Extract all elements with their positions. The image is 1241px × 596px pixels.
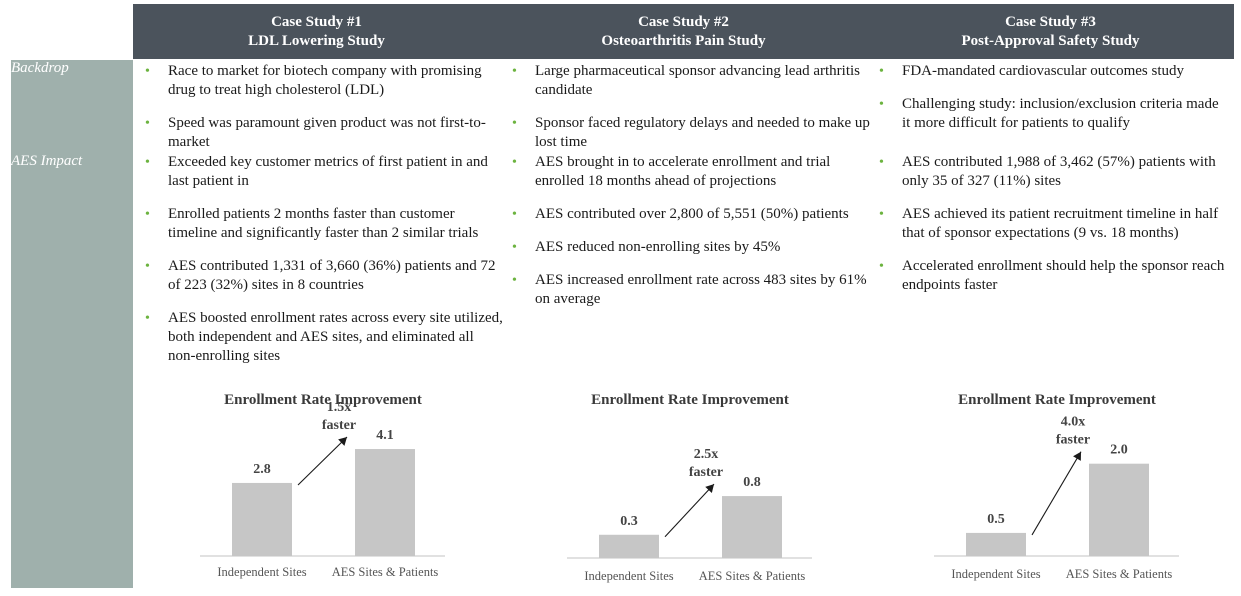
speedup-label: faster xyxy=(1056,433,1090,448)
arrow-line xyxy=(664,483,715,538)
case-study-3-number: Case Study #3 xyxy=(1005,13,1096,30)
list-item: • AES boosted enrollment rates across eve… xyxy=(145,310,503,364)
list-item: • Accelerated enrollment should help the … xyxy=(879,258,1225,293)
list-item: • FDA-mandated cardiovascular outcomes st… xyxy=(879,63,1185,79)
bullet-icon: • xyxy=(145,64,150,79)
list-item: • Challenging study: inclusion/exclusion … xyxy=(879,96,1219,131)
category-label: Independent Sites xyxy=(217,565,306,579)
data-label: 4.1 xyxy=(376,428,394,443)
data-label: 0.3 xyxy=(620,514,638,529)
bullet-icon: • xyxy=(512,240,517,255)
backdrop-row-label: Backdrop xyxy=(11,60,69,76)
data-label: 0.5 xyxy=(987,512,1005,527)
speedup-value: 2.5x xyxy=(694,447,719,462)
chart-title: Enrollment Rate Improvement xyxy=(958,392,1156,408)
header-bar: Case Study #1 LDL Lowering Study Case St… xyxy=(133,4,1234,59)
case-study-2-number: Case Study #2 xyxy=(638,13,729,30)
case-study-3-title: Post-Approval Safety Study xyxy=(961,32,1140,49)
speedup-value: 1.5x xyxy=(327,400,352,415)
aes-impact-row-label: AES Impact xyxy=(11,153,83,169)
list-item: • Speed was paramount given product was n… xyxy=(145,115,486,150)
bullet-icon: • xyxy=(879,207,884,222)
study-2-backdrop-list: • Large pharmaceutical sponsor advancing … xyxy=(510,62,872,152)
bar-independent-sites xyxy=(599,534,659,558)
bullet-icon: • xyxy=(145,116,150,131)
speedup-label: faster xyxy=(689,465,723,480)
bullet-icon: • xyxy=(512,273,517,288)
data-label: 2.8 xyxy=(253,462,271,477)
bullet-icon: • xyxy=(879,97,884,112)
bullet-icon: • xyxy=(145,259,150,274)
arrow-line xyxy=(297,436,348,486)
list-item: • AES achieved its patient recruitment ti… xyxy=(879,206,1219,241)
list-item: • Enrolled patients 2 months faster than … xyxy=(145,206,479,241)
bullet-icon: • xyxy=(512,155,517,170)
bar-aes-sites xyxy=(722,496,782,558)
study-1-backdrop-list: • Race to market for biotech company with… xyxy=(143,62,505,152)
bar-aes-sites xyxy=(355,449,415,556)
study-1-impact-list: • Exceeded key customer metrics of first … xyxy=(143,153,505,366)
chart-title: Enrollment Rate Improvement xyxy=(591,392,789,408)
list-item: • Large pharmaceutical sponsor advancing … xyxy=(512,63,861,98)
bar-independent-sites xyxy=(966,532,1026,556)
category-label: AES Sites & Patients xyxy=(332,565,439,579)
list-item: • AES contributed 1,988 of 3,462 (57%) pa… xyxy=(879,154,1216,189)
list-item: • Race to market for biotech company with… xyxy=(145,63,482,98)
list-item: • Sponsor faced regulatory delays and nee… xyxy=(512,115,870,150)
speedup-value: 4.0x xyxy=(1061,415,1086,430)
arrow-head-icon xyxy=(705,484,714,493)
list-item: • AES brought in to accelerate enrollment… xyxy=(512,154,831,189)
data-label: 2.0 xyxy=(1110,443,1128,458)
study-2-chart: Enrollment Rate Improvement 0.3 Independen… xyxy=(562,388,822,586)
study-3-backdrop-list: • FDA-mandated cardiovascular outcomes st… xyxy=(877,62,1229,133)
chart-svg: Enrollment Rate Improvement 2.8 Independen… xyxy=(200,392,445,579)
arrow-line xyxy=(1031,451,1082,536)
study-3-chart: Enrollment Rate Improvement 0.5 Independen… xyxy=(929,388,1189,584)
row-label-sidebar xyxy=(11,60,133,588)
study-1-chart: Enrollment Rate Improvement 2.8 Independen… xyxy=(195,388,455,584)
list-item: • AES reduced non-enrolling sites by 45% xyxy=(512,239,781,255)
case-study-1-title: LDL Lowering Study xyxy=(248,32,385,49)
bullet-icon: • xyxy=(512,207,517,222)
bullet-icon: • xyxy=(512,116,517,131)
arrow-head-icon xyxy=(1073,451,1081,461)
bullet-icon: • xyxy=(879,155,884,170)
case-study-2-header: Case Study #2 Osteoarthritis Pain Study xyxy=(500,4,867,59)
chart-svg: Enrollment Rate Improvement 0.5 Independen… xyxy=(934,392,1179,581)
case-study-1-header: Case Study #1 LDL Lowering Study xyxy=(133,4,500,59)
chart-svg: Enrollment Rate Improvement 0.3 Independen… xyxy=(567,392,812,583)
study-3-impact-list: • AES contributed 1,988 of 3,462 (57%) pa… xyxy=(877,153,1229,295)
category-label: Independent Sites xyxy=(951,567,1040,581)
category-label: Independent Sites xyxy=(584,569,673,583)
case-study-3-header: Case Study #3 Post-Approval Safety Study xyxy=(867,4,1234,59)
list-item: • AES contributed 1,331 of 3,660 (36%) pa… xyxy=(145,258,496,293)
bullet-icon: • xyxy=(879,259,884,274)
case-study-2-title: Osteoarthritis Pain Study xyxy=(601,32,766,49)
bullet-icon: • xyxy=(145,311,150,326)
list-item: • AES contributed over 2,800 of 5,551 (50… xyxy=(512,206,849,222)
bullet-icon: • xyxy=(512,64,517,79)
speedup-label: faster xyxy=(322,418,356,433)
data-label: 0.8 xyxy=(743,475,761,490)
list-item: • AES increased enrollment rate across 48… xyxy=(512,272,867,307)
chart-title: Enrollment Rate Improvement xyxy=(224,392,422,408)
bullet-icon: • xyxy=(145,207,150,222)
category-label: AES Sites & Patients xyxy=(699,569,806,583)
bullet-icon: • xyxy=(145,155,150,170)
bar-independent-sites xyxy=(232,482,292,556)
arrow-head-icon xyxy=(338,437,347,446)
list-item: • Exceeded key customer metrics of first … xyxy=(145,154,488,189)
category-label: AES Sites & Patients xyxy=(1066,567,1173,581)
bar-aes-sites xyxy=(1089,463,1149,556)
study-2-impact-list: • AES brought in to accelerate enrollment… xyxy=(510,153,872,309)
bullet-icon: • xyxy=(879,64,884,79)
case-study-1-number: Case Study #1 xyxy=(271,13,362,30)
